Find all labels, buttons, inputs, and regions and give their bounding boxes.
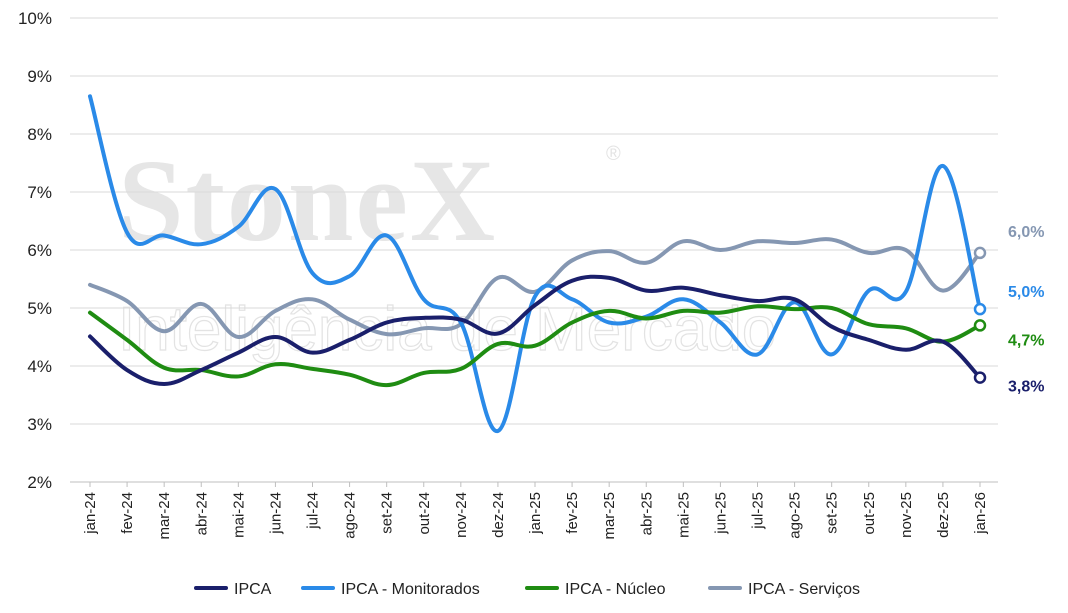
- x-tick-label: mai-24: [230, 492, 247, 538]
- series-line-2: [88, 304, 982, 388]
- x-tick-label: jan-25: [527, 492, 544, 535]
- y-tick-label: 6%: [27, 241, 52, 260]
- x-tick-label: jun-25: [712, 492, 729, 535]
- series-line-0: [88, 274, 982, 386]
- y-tick-label: 2%: [27, 473, 52, 492]
- x-tick-label: ago-25: [787, 492, 804, 539]
- x-tick-label: dez-24: [490, 492, 507, 538]
- y-tick-label: 9%: [27, 67, 52, 86]
- legend: IPCA IPCA - Monitorados IPCA - Núcleo IPCA …: [194, 581, 860, 598]
- y-tick-label: 5%: [27, 299, 52, 318]
- end-point-marker: [973, 302, 987, 316]
- legend-label: IPCA - Serviços: [748, 581, 860, 598]
- y-tick-label: 4%: [27, 357, 52, 376]
- x-tick-label: abr-24: [193, 492, 210, 535]
- x-tick-label: jul-24: [305, 492, 322, 530]
- x-tick-label: jan-24: [82, 492, 99, 535]
- x-tick-label: set-25: [824, 492, 841, 534]
- x-tick-label: dez-25: [935, 492, 952, 538]
- x-tick-label: abr-25: [638, 492, 655, 535]
- series-lines: [88, 94, 982, 433]
- end-markers: 3,8% 5,0% 4,7% 6,0%: [973, 224, 1044, 396]
- series-line-3: [88, 237, 982, 339]
- legend-label: IPCA - Monitorados: [341, 581, 480, 598]
- end-value-label: 6,0%: [1008, 224, 1044, 241]
- watermark-registered-mark: ®: [606, 143, 621, 165]
- end-value-label: 3,8%: [1008, 379, 1044, 396]
- end-value-label: 5,0%: [1008, 284, 1044, 301]
- x-axis: jan-24 fev-24 mar-24 abr-24 mai-24 jun-24 jul-…: [70, 481, 998, 540]
- x-tick-label: mar-25: [601, 492, 618, 540]
- x-tick-label: jan-26: [972, 492, 989, 535]
- y-tick-label: 10%: [18, 9, 52, 28]
- watermark-brand: StoneX: [118, 135, 497, 266]
- x-tick-label: mar-24: [156, 492, 173, 540]
- y-tick-label: 7%: [27, 183, 52, 202]
- x-tick-label: jul-25: [750, 492, 767, 530]
- x-tick-label: nov-25: [898, 492, 915, 538]
- end-point-marker: [973, 371, 987, 384]
- end-point-marker: [973, 319, 987, 332]
- y-axis: 2% 3% 4% 5% 6% 7% 8% 9% 10%: [18, 9, 52, 492]
- legend-label: IPCA - Núcleo: [565, 581, 666, 598]
- x-tick-label: out-24: [416, 492, 433, 535]
- end-value-label: 4,7%: [1008, 332, 1044, 349]
- x-tick-label: nov-24: [453, 492, 470, 538]
- x-tick-label: mai-25: [675, 492, 692, 538]
- y-tick-label: 3%: [27, 415, 52, 434]
- x-tick-label: fev-24: [119, 492, 136, 534]
- x-tick-label: fev-25: [564, 492, 581, 534]
- x-tick-label: jun-24: [267, 492, 284, 535]
- x-tick-label: out-25: [861, 492, 878, 535]
- end-point-marker: [973, 246, 987, 260]
- legend-label: IPCA: [234, 581, 272, 598]
- y-tick-label: 8%: [27, 125, 52, 144]
- x-tick-label: ago-24: [342, 492, 359, 539]
- x-tick-label: set-24: [379, 492, 396, 534]
